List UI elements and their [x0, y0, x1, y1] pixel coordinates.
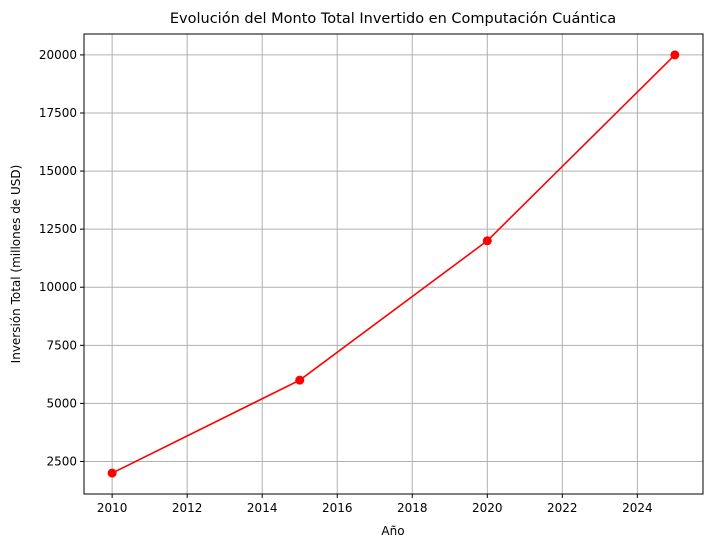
y-tick-label: 7500 [46, 338, 77, 352]
data-point [482, 236, 492, 246]
y-axis-label: Inversión Total (millones de USD) [9, 165, 23, 364]
x-tick-label: 2024 [622, 501, 653, 515]
x-tick-label: 2016 [322, 501, 353, 515]
x-axis-label: Año [381, 524, 404, 538]
x-tick-label: 2010 [97, 501, 128, 515]
chart-title: Evolución del Monto Total Invertido en C… [170, 11, 616, 27]
x-tick-label: 2012 [172, 501, 203, 515]
y-axis: 2500 5000 7500 10000 12500 15000 17500 20000 [39, 48, 84, 468]
x-tick-label: 2020 [472, 501, 503, 515]
data-point [107, 468, 117, 478]
data-point [295, 375, 305, 385]
y-tick-label: 10000 [39, 280, 77, 294]
x-axis: 2010 2012 2014 2016 2018 2020 2022 2024 [97, 494, 653, 515]
x-tick-label: 2022 [547, 501, 578, 515]
series-line [111, 54, 676, 474]
series-layer [107, 50, 680, 478]
plot-area-frame [83, 33, 704, 495]
y-tick-label: 5000 [46, 396, 77, 410]
y-tick-label: 15000 [39, 164, 77, 178]
x-tick-label: 2018 [397, 501, 428, 515]
y-tick-label: 20000 [39, 48, 77, 62]
y-tick-label: 12500 [39, 222, 77, 236]
x-tick-label: 2014 [247, 501, 278, 515]
y-tick-label: 2500 [46, 454, 77, 468]
grid-lines [84, 34, 703, 494]
y-tick-label: 17500 [39, 106, 77, 120]
data-point [670, 50, 680, 60]
